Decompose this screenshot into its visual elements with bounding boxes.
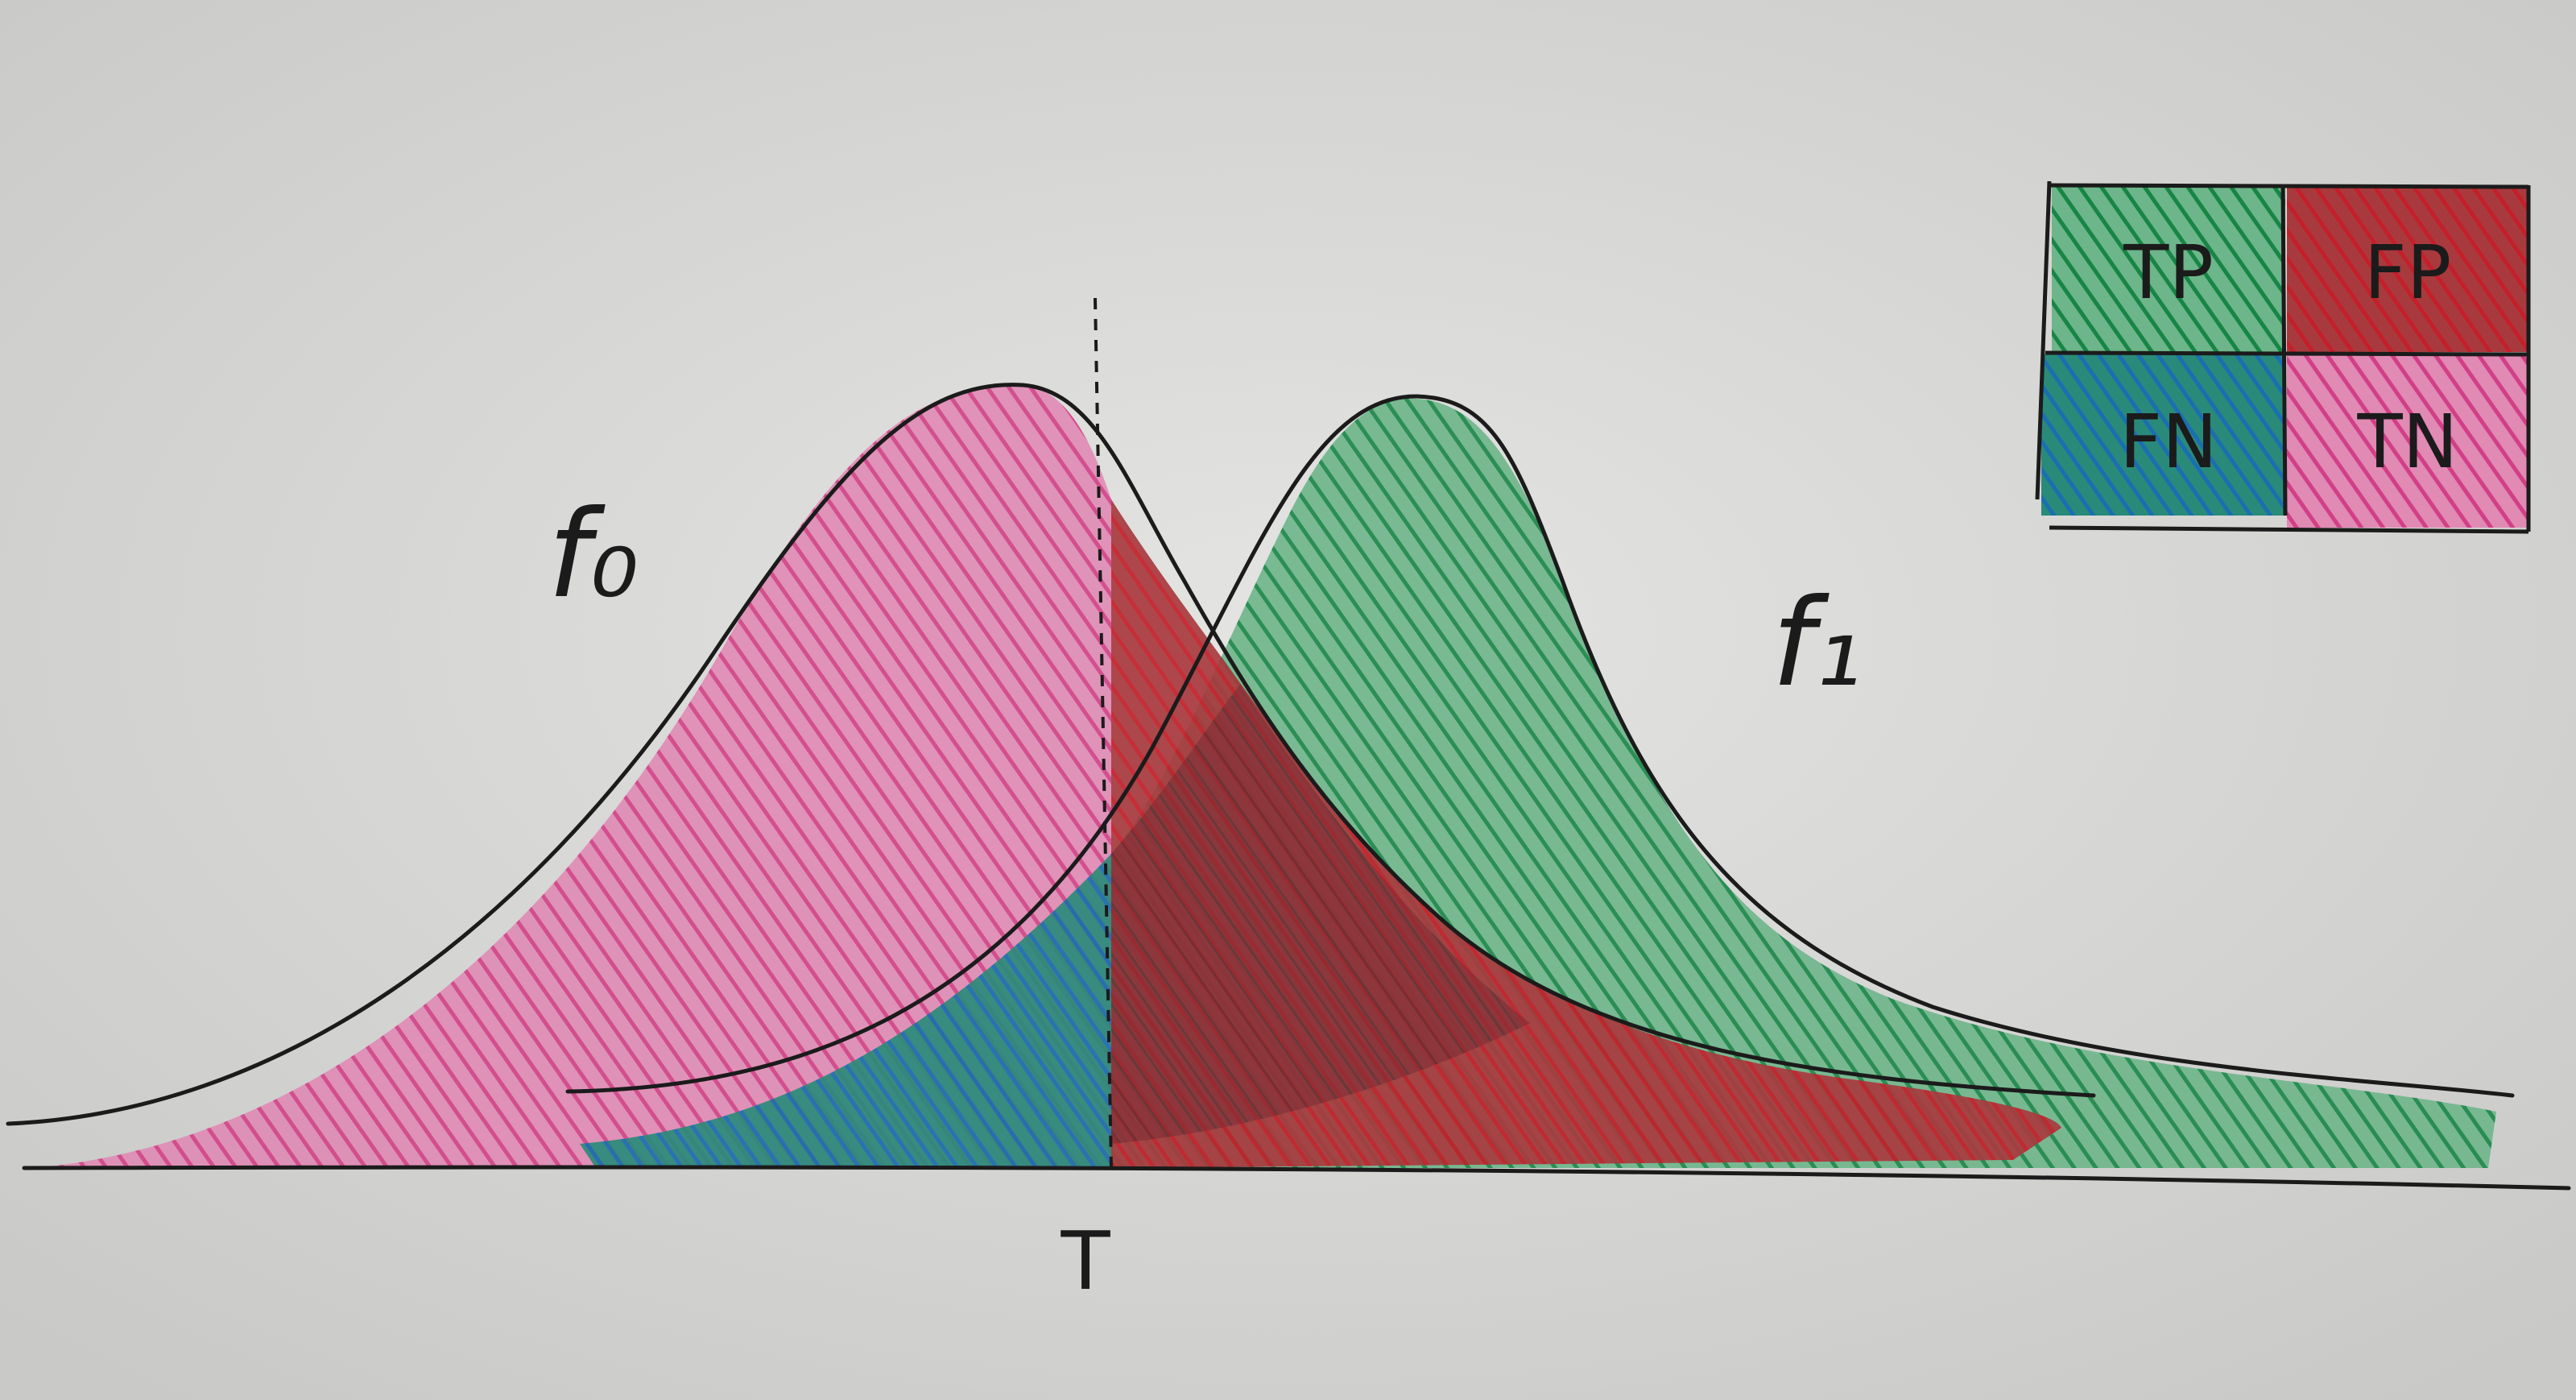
overlap-region bbox=[1111, 685, 1530, 1144]
legend-fp-label: FP bbox=[2364, 230, 2451, 316]
f1-label: f₁ bbox=[1772, 574, 1863, 714]
x-axis bbox=[22, 1165, 2571, 1191]
tn-region bbox=[32, 386, 1111, 1168]
fn-region bbox=[580, 854, 1111, 1168]
legend-fn-label: FN bbox=[2119, 399, 2218, 485]
f0-label: f₀ bbox=[548, 485, 639, 625]
f1-curve bbox=[565, 394, 2515, 1098]
threshold-label: T bbox=[1060, 1214, 1110, 1308]
f0-curve bbox=[6, 383, 2096, 1126]
legend-fn-cell bbox=[2041, 354, 2285, 516]
legend-tp-label: TP bbox=[2123, 230, 2214, 316]
legend-fp-cell bbox=[2287, 187, 2528, 352]
legend-tn-cell bbox=[2287, 354, 2528, 528]
legend-tp-cell bbox=[2052, 187, 2285, 352]
confusion-legend: TP FP FN TN bbox=[2035, 180, 2531, 534]
legend-tn-label: TN bbox=[2356, 399, 2458, 485]
